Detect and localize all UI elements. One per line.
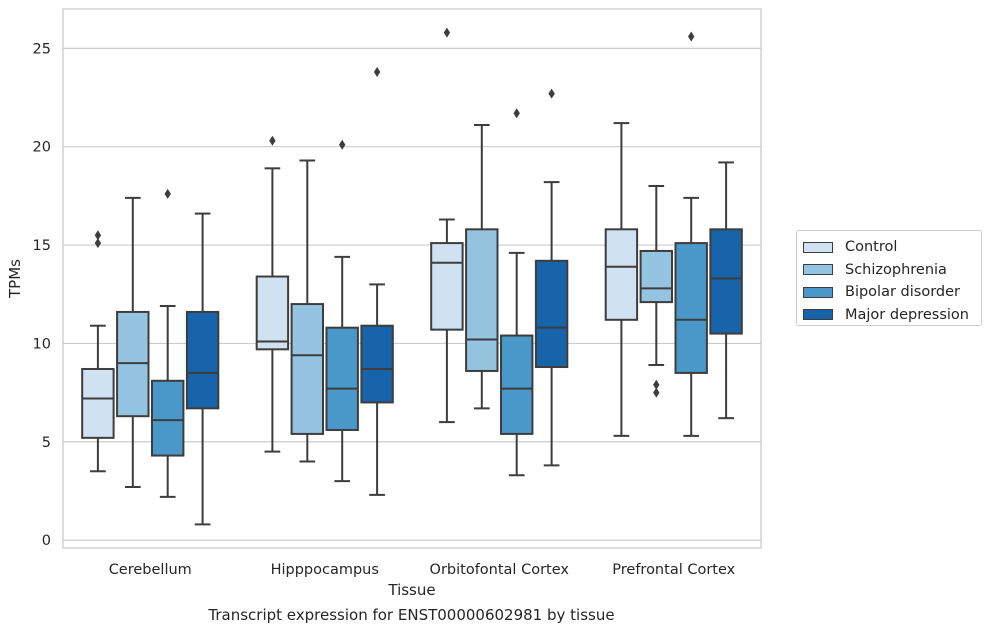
legend-swatch — [803, 264, 833, 276]
x-tick-label: Prefrontal Cortex — [612, 562, 735, 578]
legend-item: Schizophrenia — [803, 259, 981, 282]
plot-area-frame — [62, 8, 762, 549]
series-bipolar-disorder — [150, 31, 708, 498]
box — [674, 242, 708, 374]
box — [465, 228, 499, 372]
legend-swatch — [803, 309, 833, 321]
y-tick-label: 20 — [33, 140, 51, 156]
box — [430, 242, 464, 331]
legend-item: Bipolar disorder — [803, 281, 981, 304]
legend-swatch — [803, 241, 833, 253]
legend-label: Major depression — [845, 306, 969, 323]
y-tick-label: 10 — [33, 336, 51, 352]
outlier-point — [653, 387, 660, 398]
box — [255, 275, 290, 351]
y-tick-label: 5 — [42, 435, 51, 451]
outlier-point — [94, 238, 102, 249]
box — [290, 303, 325, 435]
box — [360, 324, 394, 404]
x-tick-label: Hipppocampus — [271, 562, 379, 578]
outlier-point — [269, 135, 276, 146]
legend-swatch — [803, 286, 833, 298]
legend-label: Bipolar disorder — [845, 284, 960, 301]
x-axis-label: Tissue — [387, 581, 435, 599]
y-tick-label: 25 — [33, 41, 51, 57]
box — [709, 228, 743, 335]
outlier-point — [653, 379, 660, 390]
outlier-point — [94, 230, 102, 241]
box — [499, 334, 534, 435]
outlier-point — [373, 66, 381, 77]
box-series — [81, 27, 743, 526]
x-axis-ticks: Cerebellum Hipppocampus Orbitofontal Corte… — [109, 562, 736, 578]
x-tick-label: Cerebellum — [109, 562, 192, 578]
box — [185, 310, 220, 410]
box — [639, 249, 674, 304]
x-tick-label: Orbitofontal Cortex — [430, 562, 570, 578]
box — [534, 259, 569, 369]
y-axis-ticks: 0 5 10 15 20 25 — [33, 41, 51, 549]
outlier-point — [164, 188, 171, 199]
y-tick-label: 0 — [42, 533, 51, 549]
legend-label: Control — [845, 239, 898, 256]
outlier-point — [513, 108, 520, 119]
box — [150, 379, 185, 457]
legend-item: Control — [803, 236, 981, 259]
chart-caption: Transcript expression for ENST0000060298… — [208, 606, 615, 624]
y-axis-label: TPMs — [6, 259, 24, 299]
chart-legend: Control Schizophrenia Bipolar disorder Majo… — [796, 230, 982, 326]
y-tick-label: 15 — [33, 238, 51, 254]
box — [81, 367, 115, 439]
outlier-point — [443, 27, 451, 38]
series-major-depression — [185, 66, 743, 526]
legend-item: Major depression — [803, 304, 981, 327]
series-control — [81, 27, 639, 473]
outlier-point — [688, 31, 695, 42]
box — [604, 228, 639, 321]
outlier-point — [548, 88, 555, 99]
box — [325, 326, 359, 431]
series-schizophrenia — [116, 124, 674, 489]
legend-label: Schizophrenia — [845, 261, 947, 278]
outlier-point — [339, 139, 346, 150]
